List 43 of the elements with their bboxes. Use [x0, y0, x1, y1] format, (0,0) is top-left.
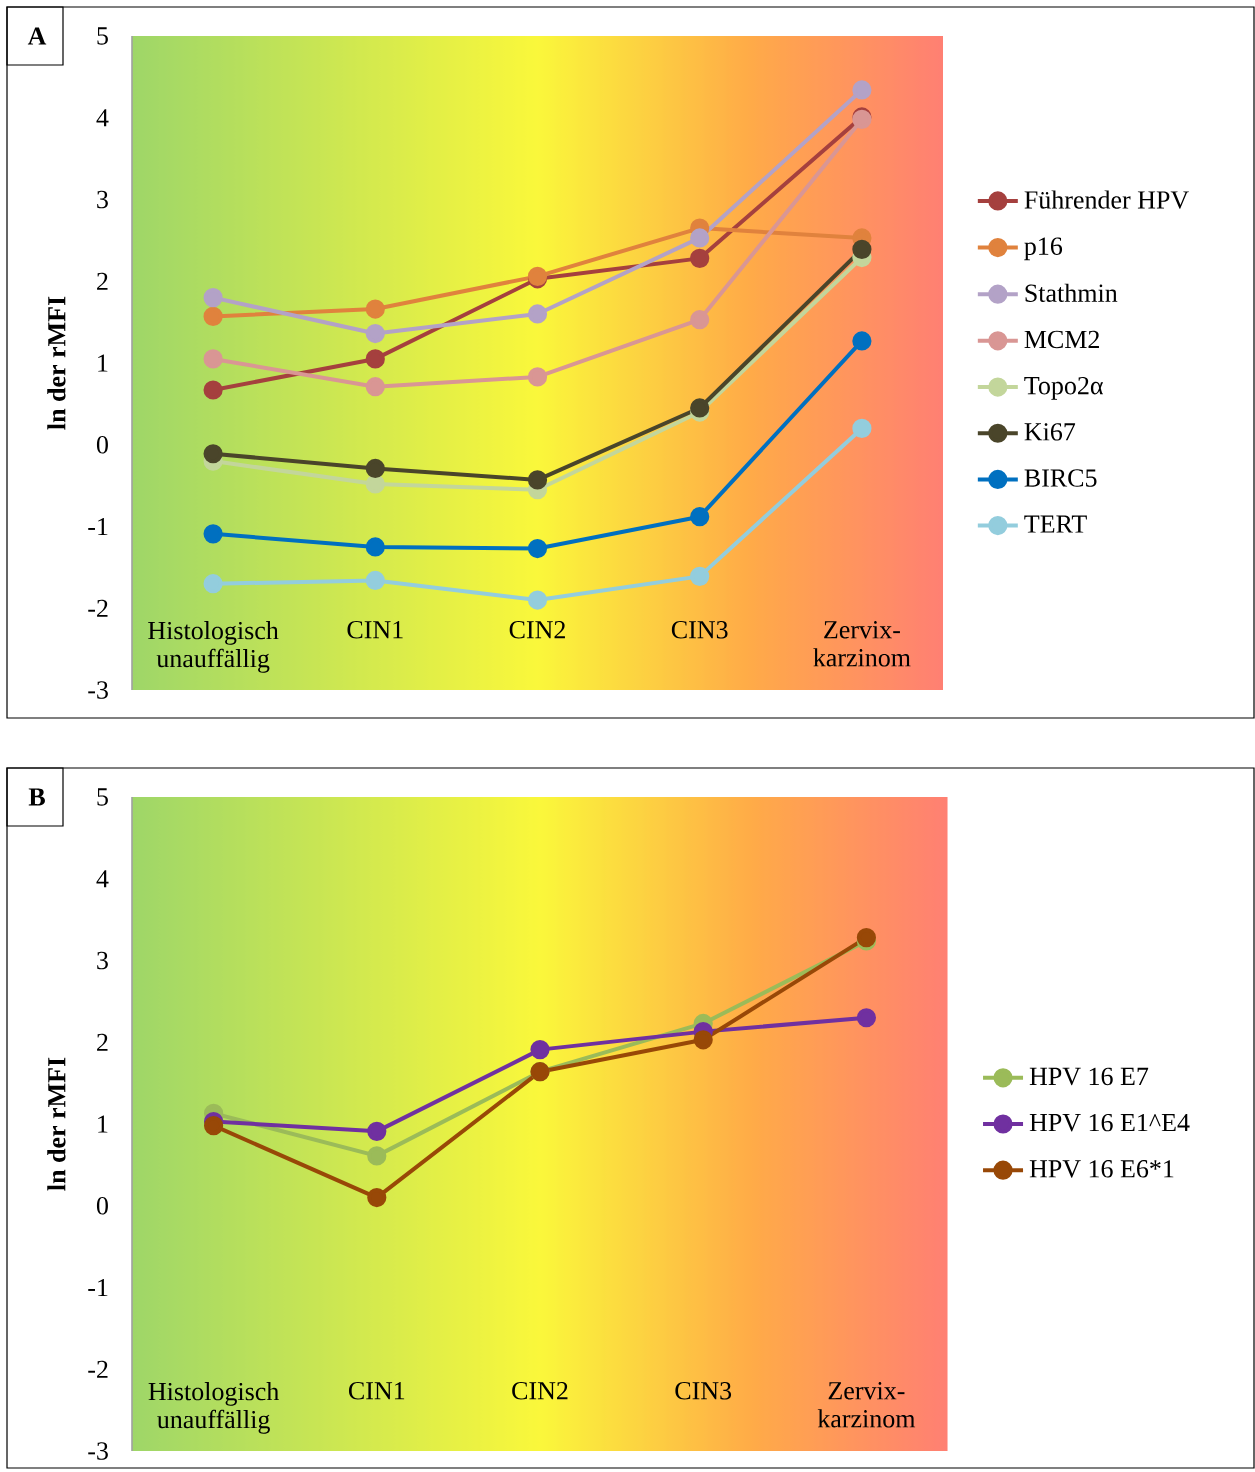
text: A — [27, 27, 47, 45]
y-tick-label: -2 — [88, 1360, 108, 1378]
legend-label: HPV 16 E1^E4 — [1029, 1113, 1190, 1132]
y-tick-label: 3 — [97, 190, 108, 209]
y-tick-label: 3 — [97, 951, 108, 970]
legend-label: TERT — [1024, 515, 1087, 533]
x-tick-label: Histologisch unauffällig — [148, 1382, 279, 1434]
y-axis-title: ln der rMFI — [47, 1057, 66, 1191]
y-tick-label: -1 — [88, 1278, 108, 1297]
y-tick-label: 5 — [97, 788, 108, 806]
y-tick-label: -1 — [88, 517, 108, 536]
legend-label: Ki67 — [1024, 423, 1076, 441]
legend-label: HPV 16 E7 — [1029, 1067, 1149, 1086]
x-tick-label: CIN1 — [347, 621, 403, 639]
y-tick-label: 5 — [97, 27, 108, 45]
x-tick-label: CIN2 — [509, 621, 565, 639]
legend-label: p16 — [1024, 237, 1063, 261]
y-tick-label: 4 — [96, 109, 109, 127]
legend-label: HPV 16 E6*1 — [1029, 1160, 1174, 1178]
legend-label: MCM2 — [1024, 330, 1099, 349]
x-tick-label: CIN1 — [348, 1382, 405, 1400]
legend-label: Stathmin — [1025, 283, 1118, 302]
text: B — [28, 788, 45, 806]
y-tick-label: -2 — [88, 599, 108, 617]
x-tick-label: Histologisch unauffällig — [148, 621, 279, 673]
y-tick-label: 1 — [98, 354, 108, 372]
legend-label: BIRC5 — [1024, 469, 1097, 487]
y-axis-title: ln der rMFI — [47, 296, 66, 430]
y-tick-label: -3 — [88, 681, 108, 699]
y-tick-label: -3 — [88, 1442, 108, 1460]
y-tick-label: 1 — [98, 1115, 108, 1133]
legend-label: Führender HPV — [1024, 190, 1189, 209]
y-tick-label: 2 — [97, 1033, 108, 1051]
y-tick-label: 4 — [96, 870, 109, 888]
x-tick-label: CIN3 — [675, 1382, 732, 1400]
y-tick-label: 0 — [96, 435, 108, 454]
x-tick-label: CIN2 — [512, 1382, 568, 1400]
x-tick-label: Zervix-karzinom — [817, 1382, 916, 1428]
x-tick-label: CIN3 — [671, 621, 728, 639]
y-tick-label: 0 — [96, 1196, 108, 1215]
legend-label: Topo2α — [1024, 376, 1103, 400]
y-tick-label: 2 — [97, 272, 108, 290]
x-tick-label: Zervix-karzinom — [813, 621, 911, 667]
